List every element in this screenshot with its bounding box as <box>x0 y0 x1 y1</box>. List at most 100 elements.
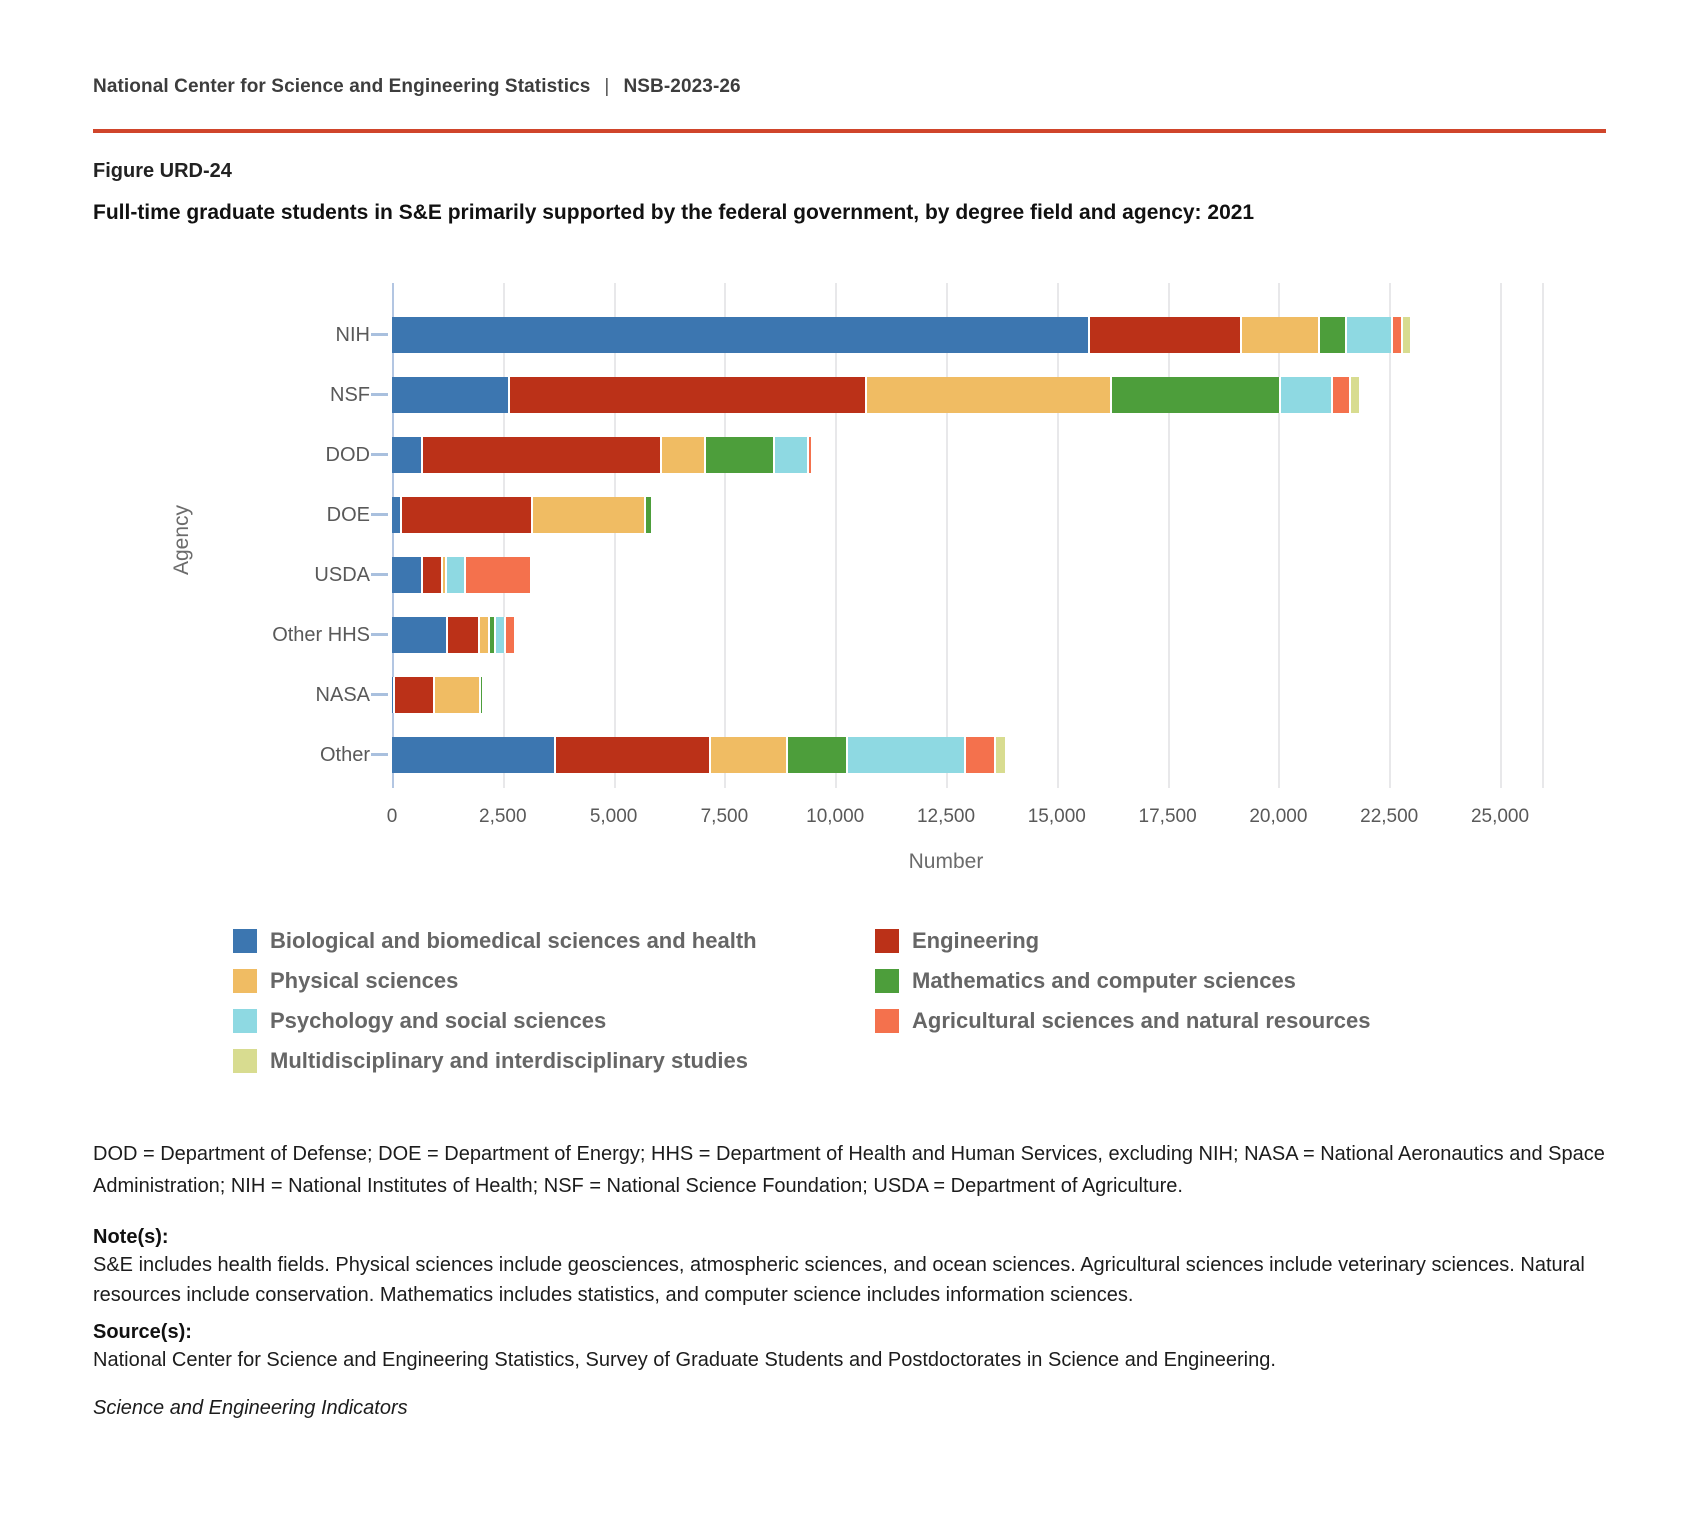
legend-item-psychology-and-social-sciences[interactable]: Psychology and social sciences <box>233 1008 875 1034</box>
bar-nih <box>392 317 1500 353</box>
segment-physical-sciences[interactable] <box>711 737 789 773</box>
report-number: NSB-2023-26 <box>623 76 741 97</box>
segment-agricultural-sciences-and-natural-resources[interactable] <box>1393 317 1404 353</box>
segment-engineering[interactable] <box>394 677 435 713</box>
gridline <box>1278 283 1281 788</box>
segment-agricultural-sciences-and-natural-resources[interactable] <box>808 437 813 473</box>
segment-physical-sciences[interactable] <box>1242 317 1320 353</box>
bar-dod <box>392 437 1500 473</box>
segment-engineering[interactable] <box>422 437 663 473</box>
segment-biological-and-biomedical-sciences-and-health[interactable] <box>392 677 395 713</box>
bar-other <box>392 737 1500 773</box>
chart-row-doe: DOE <box>0 485 1699 545</box>
segment-biological-and-biomedical-sciences-and-health[interactable] <box>392 317 1091 353</box>
segment-biological-and-biomedical-sciences-and-health[interactable] <box>392 557 424 593</box>
segment-physical-sciences[interactable] <box>479 617 491 653</box>
figure-title: Full-time graduate students in S&E prima… <box>93 201 1255 224</box>
notes-text: S&E includes health fields. Physical sci… <box>93 1254 1585 1306</box>
chart: NIH NSF DOD DOE USDA Other HHS NASA Other <box>0 283 1699 788</box>
segment-multidisciplinary-and-interdisciplinary-studies[interactable] <box>995 737 1007 773</box>
segment-physical-sciences[interactable] <box>434 677 482 713</box>
legend-label: Biological and biomedical sciences and h… <box>270 928 757 953</box>
segment-biological-and-biomedical-sciences-and-health[interactable] <box>392 377 510 413</box>
segment-psychology-and-social-sciences[interactable] <box>848 737 967 773</box>
segment-engineering[interactable] <box>448 617 480 653</box>
chart-row-dod: DOD <box>0 425 1699 485</box>
segment-physical-sciences[interactable] <box>532 497 647 533</box>
segment-mathematics-and-computer-sciences[interactable] <box>490 617 497 653</box>
legend: Biological and biomedical sciences and h… <box>233 928 1371 1074</box>
legend-swatch <box>875 1009 899 1033</box>
segment-engineering[interactable] <box>555 737 712 773</box>
x-tick-label: 12,500 <box>916 806 976 827</box>
legend-item-engineering[interactable]: Engineering <box>875 928 1371 954</box>
gridline <box>1500 283 1502 788</box>
segment-psychology-and-social-sciences[interactable] <box>446 557 466 593</box>
segment-agricultural-sciences-and-natural-resources[interactable] <box>465 557 532 593</box>
legend-label: Mathematics and computer sciences <box>912 968 1296 993</box>
abbreviations-text: DOD = Department of Defense; DOE = Depar… <box>93 1143 1605 1197</box>
segment-physical-sciences[interactable] <box>662 437 707 473</box>
segment-mathematics-and-computer-sciences[interactable] <box>1319 317 1347 353</box>
legend-item-physical-sciences[interactable]: Physical sciences <box>233 968 875 994</box>
figure-label: Figure URD-24 <box>93 160 232 182</box>
segment-biological-and-biomedical-sciences-and-health[interactable] <box>392 617 449 653</box>
chart-row-nsf: NSF <box>0 365 1699 425</box>
segment-psychology-and-social-sciences[interactable] <box>496 617 507 653</box>
legend-label: Psychology and social sciences <box>270 1008 607 1033</box>
legend-swatch <box>233 969 257 993</box>
legend-item-multidisciplinary-and-interdisciplinary-studies[interactable]: Multidisciplinary and interdisciplinary … <box>233 1048 875 1074</box>
y-tick-mark <box>371 453 388 456</box>
source-label: Source(s): <box>93 1321 192 1343</box>
segment-mathematics-and-computer-sciences[interactable] <box>481 677 484 713</box>
gridline <box>502 283 505 788</box>
segment-agricultural-sciences-and-natural-resources[interactable] <box>506 617 516 653</box>
header-rule <box>93 129 1606 133</box>
category-label: NIH <box>335 324 370 346</box>
segment-biological-and-biomedical-sciences-and-health[interactable] <box>392 737 556 773</box>
segment-engineering[interactable] <box>1090 317 1243 353</box>
segment-agricultural-sciences-and-natural-resources[interactable] <box>1332 377 1351 413</box>
segment-multidisciplinary-and-interdisciplinary-studies[interactable] <box>1350 377 1361 413</box>
x-tick-label: 25,000 <box>1470 806 1530 827</box>
y-tick-mark <box>371 393 388 396</box>
x-tick-label: 10,000 <box>806 806 865 827</box>
segment-engineering[interactable] <box>402 497 533 533</box>
segment-mathematics-and-computer-sciences[interactable] <box>706 437 776 473</box>
segment-mathematics-and-computer-sciences[interactable] <box>646 497 654 533</box>
x-tick-label: 2,500 <box>479 806 527 827</box>
segment-mathematics-and-computer-sciences[interactable] <box>1112 377 1282 413</box>
segment-biological-and-biomedical-sciences-and-health[interactable] <box>392 437 423 473</box>
segment-physical-sciences[interactable] <box>866 377 1113 413</box>
segment-psychology-and-social-sciences[interactable] <box>1346 317 1394 353</box>
segment-physical-sciences[interactable] <box>442 557 447 593</box>
gridline <box>613 283 616 788</box>
x-tick-label: 20,000 <box>1249 806 1308 827</box>
x-tick-label: 17,500 <box>1138 806 1197 827</box>
segment-psychology-and-social-sciences[interactable] <box>1281 377 1333 413</box>
legend-item-mathematics-and-computer-sciences[interactable]: Mathematics and computer sciences <box>875 968 1371 994</box>
x-tick-label: 15,000 <box>1027 806 1086 827</box>
legend-item-agricultural-sciences-and-natural-resources[interactable]: Agricultural sciences and natural resour… <box>875 1008 1371 1034</box>
chart-row-usda: USDA <box>0 545 1699 605</box>
segment-biological-and-biomedical-sciences-and-health[interactable] <box>392 497 403 533</box>
segment-multidisciplinary-and-interdisciplinary-studies[interactable] <box>1403 317 1412 353</box>
x-axis-title: Number <box>908 850 984 873</box>
segment-agricultural-sciences-and-natural-resources[interactable] <box>966 737 996 773</box>
legend-swatch <box>875 929 899 953</box>
segment-mathematics-and-computer-sciences[interactable] <box>788 737 849 773</box>
x-axis: 0 2,500 5,000 7,500 10,000 12,500 15,000 17,500… <box>0 803 1699 831</box>
notes-label: Note(s): <box>93 1226 169 1248</box>
y-tick-mark <box>371 513 388 516</box>
segment-psychology-and-social-sciences[interactable] <box>775 437 809 473</box>
segment-engineering[interactable] <box>423 557 443 593</box>
category-label: DOE <box>326 504 370 526</box>
chart-row-other-hhs: Other HHS <box>0 605 1699 665</box>
legend-item-biological-and-biomedical-sciences-and-health[interactable]: Biological and biomedical sciences and h… <box>233 928 875 954</box>
segment-engineering[interactable] <box>509 377 867 413</box>
gridline <box>1389 283 1392 788</box>
publication-name: Science and Engineering Indicators <box>93 1397 408 1419</box>
legend-swatch <box>233 1009 257 1033</box>
legend-label: Multidisciplinary and interdisciplinary … <box>270 1048 748 1073</box>
